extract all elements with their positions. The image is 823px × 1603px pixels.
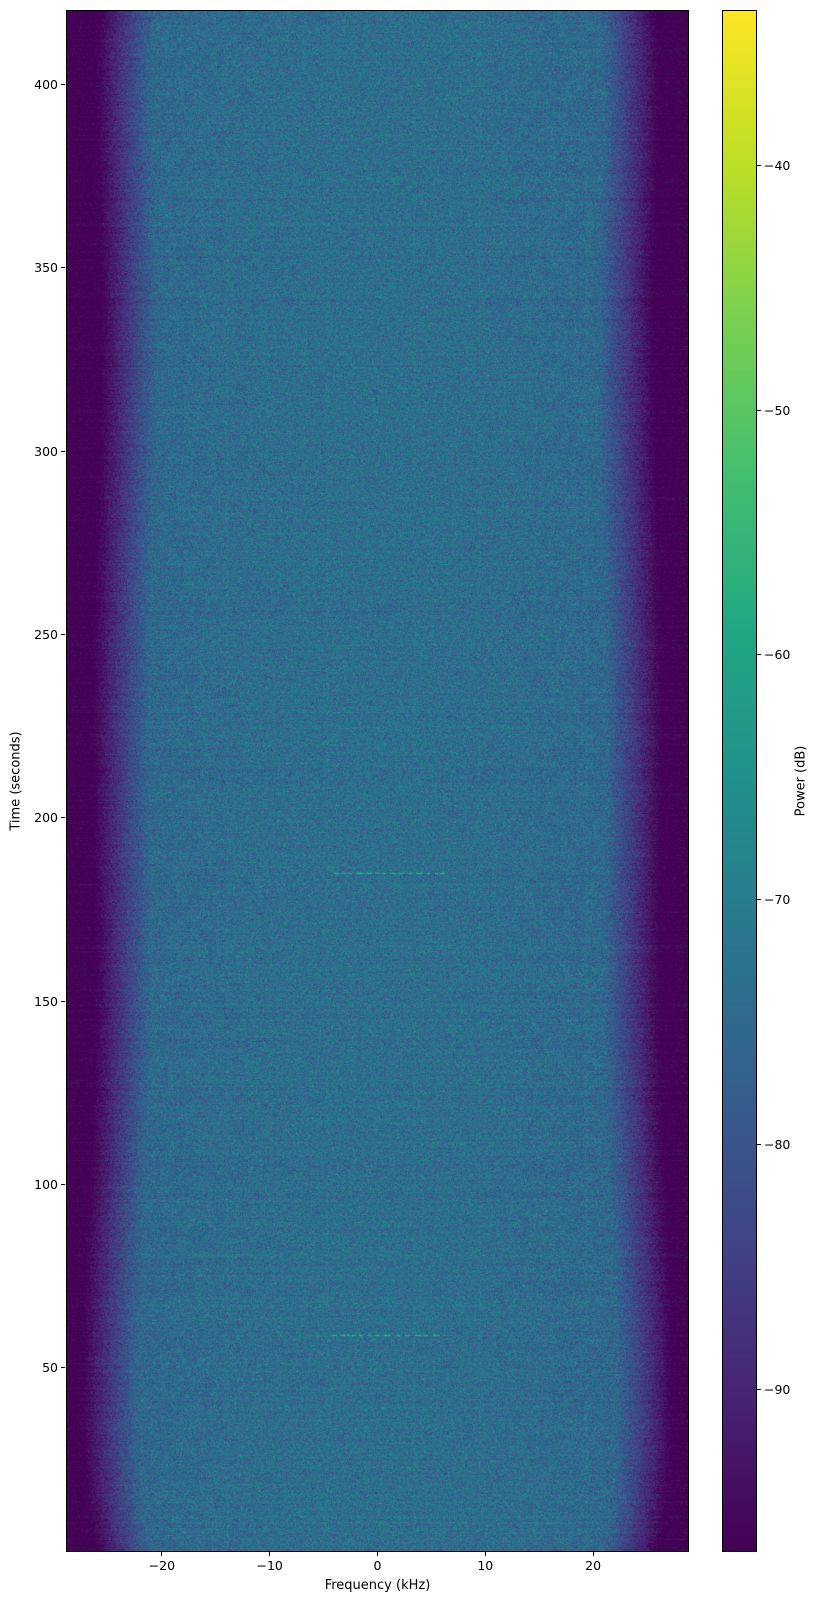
x-tick-mark xyxy=(592,1552,594,1556)
colorbar-label: Power (dB) xyxy=(793,745,809,817)
y-tick-label: 300 xyxy=(34,443,58,459)
x-tick-label: −20 xyxy=(148,1558,176,1573)
plot-area xyxy=(66,10,689,1552)
colorbar-gradient-canvas xyxy=(723,11,756,1551)
x-tick-label: −10 xyxy=(256,1558,283,1573)
colorbar xyxy=(722,10,757,1552)
x-tick-label: 0 xyxy=(373,1558,382,1573)
y-tick-label: 50 xyxy=(42,1360,58,1376)
colorbar-tick-mark xyxy=(757,1388,761,1390)
x-tick-mark xyxy=(377,1552,378,1556)
y-tick-label: 150 xyxy=(34,993,58,1009)
colorbar-tick-label: −50 xyxy=(764,402,791,418)
colorbar-tick-label: −70 xyxy=(764,892,791,908)
y-tick-label: 350 xyxy=(34,260,58,276)
colorbar-tick-mark xyxy=(757,654,761,656)
spectrogram-heatmap-canvas xyxy=(67,11,688,1551)
y-tick-mark xyxy=(61,1000,65,1002)
colorbar-tick-label: −40 xyxy=(764,157,791,173)
colorbar-tick-mark xyxy=(757,1144,761,1146)
y-tick-mark xyxy=(61,1367,65,1369)
x-tick-mark xyxy=(269,1552,271,1556)
y-tick-mark xyxy=(61,450,65,452)
x-tick-label: 20 xyxy=(585,1558,602,1573)
y-tick-label: 200 xyxy=(34,810,58,826)
colorbar-tick-label: −60 xyxy=(764,647,791,663)
colorbar-tick-mark xyxy=(757,164,761,166)
y-tick-label: 400 xyxy=(34,76,58,92)
colorbar-tick-label: −80 xyxy=(764,1137,791,1153)
colorbar-tick-label: −90 xyxy=(764,1381,791,1397)
x-axis-label: Frequency (kHz) xyxy=(324,1578,431,1593)
y-tick-mark xyxy=(61,817,65,819)
y-tick-label: 250 xyxy=(34,626,58,642)
x-tick-label: 10 xyxy=(477,1558,494,1573)
y-tick-mark xyxy=(61,83,65,85)
colorbar-tick-mark xyxy=(757,899,761,901)
y-axis-label: Time (seconds) xyxy=(8,731,24,831)
y-tick-label: 100 xyxy=(34,1176,58,1192)
y-tick-mark xyxy=(61,1183,65,1185)
y-tick-mark xyxy=(61,633,65,635)
x-tick-mark xyxy=(484,1552,486,1556)
y-tick-mark xyxy=(61,267,65,269)
x-tick-mark xyxy=(161,1552,163,1556)
colorbar-tick-mark xyxy=(757,409,761,411)
